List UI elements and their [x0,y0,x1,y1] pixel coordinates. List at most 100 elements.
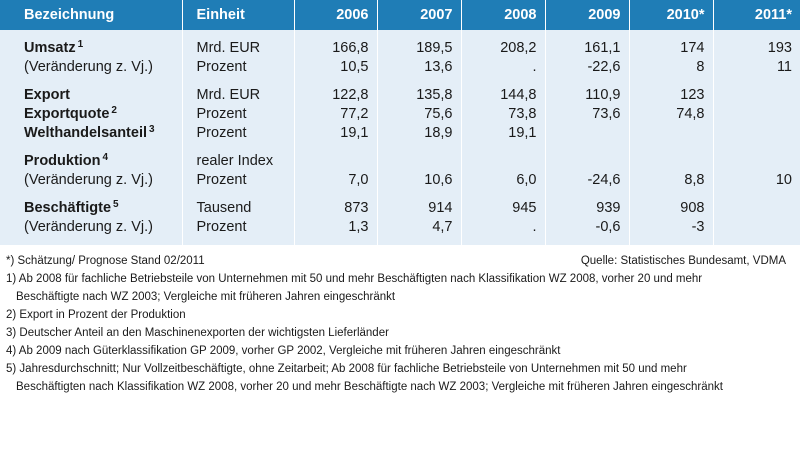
column-header-year: 2011* [713,0,800,30]
row-unit: realer Index [182,152,295,171]
spacer-cell [0,77,183,86]
row-label: Welthandelsanteil 3 [0,124,183,143]
spacer-cell [629,143,714,152]
footnotes: *) Schätzung/ Prognose Stand 02/2011 Que… [0,245,800,396]
value-cell: 19,1 [294,124,378,143]
value-cell: 73,8 [461,105,546,124]
value-cell: 110,9 [545,86,630,105]
spacer-cell [629,30,714,39]
table-row: (Veränderung z. Vj.) Prozent 1,3 4,7. -0,6 -3 [0,218,800,237]
value-cell [377,152,462,171]
value-cell [294,152,378,171]
spacer-row [0,190,800,199]
spacer-cell [545,30,630,39]
value-cell: 13,6 [377,58,462,77]
spacer-cell [182,190,295,199]
row-unit: Prozent [182,218,295,237]
value-cell: 122,8 [294,86,378,105]
footnote-marker: 1 [77,39,84,50]
value-cell: . [461,218,546,237]
spacer-cell [545,190,630,199]
footnote-marker: 4 [102,152,109,163]
estimate-note: *) Schätzung/ Prognose Stand 02/2011 [6,255,205,267]
spacer-cell [294,190,378,199]
value-cell: 8,8 [629,171,714,190]
value-cell [545,152,630,171]
spacer-row [0,143,800,152]
spacer-cell [713,190,800,199]
spacer-cell [294,143,378,152]
spacer-cell [713,237,800,245]
spacer-cell [0,237,183,245]
footnote-header: *) Schätzung/ Prognose Stand 02/2011 Que… [6,252,794,270]
value-cell: 77,2 [294,105,378,124]
footnote: 2) Export in Prozent der Produktion [6,306,794,324]
column-header-year: 2009 [545,0,630,30]
row-label-text: (Veränderung z. Vj.) [24,59,153,75]
spacer-cell [377,143,462,152]
row-label-text: Beschäftigte [24,200,112,216]
spacer-cell [629,190,714,199]
value-cell: 75,6 [377,105,462,124]
value-cell [713,124,800,143]
footnote: 5) Jahresdurchschnitt; Nur Vollzeitbesch… [6,360,794,396]
spacer-cell [713,143,800,152]
table-row: (Veränderung z. Vj.) Prozent 7,0 10,6 6,0 -24… [0,171,800,190]
spacer-cell [545,143,630,152]
value-cell [629,124,714,143]
spacer-cell [0,143,183,152]
row-label-text: (Veränderung z. Vj.) [24,219,153,235]
spacer-cell [545,77,630,86]
column-header-year: 2006 [294,0,378,30]
row-unit: Prozent [182,124,295,143]
footnote-text: 5) Jahresdurchschnitt; Nur Vollzeitbesch… [6,363,687,375]
value-cell: . [461,58,546,77]
value-cell: 74,8 [629,105,714,124]
value-cell: 19,1 [461,124,546,143]
table-row: (Veränderung z. Vj.) Prozent 10,5 13,6. -22,… [0,58,800,77]
row-label-text: Welthandelsanteil [24,125,148,141]
spacer-cell [377,237,462,245]
table-row: Export Mrd. EUR 122,8 135,8 144,8 110,9 123 [0,86,800,105]
value-cell: -22,6 [545,58,630,77]
value-cell: 174 [629,39,714,58]
column-header-unit: Einheit [182,0,295,30]
spacer-cell [182,237,295,245]
statistics-page: Bezeichnung Einheit 2006 2007 2008 2009 … [0,0,800,396]
column-header-label: Bezeichnung [0,0,183,30]
value-cell [713,86,800,105]
spacer-cell [461,77,546,86]
value-cell: 10,5 [294,58,378,77]
spacer-row [0,30,800,39]
source-note: Quelle: Statistisches Bundesamt, VDMA [580,255,786,267]
footnote: 3) Deutscher Anteil an den Maschinenexpo… [6,324,794,342]
table-row: Produktion 4 realer Index [0,152,800,171]
value-cell [545,124,630,143]
spacer-cell [713,30,800,39]
value-cell [713,199,800,218]
row-label-text: Produktion [24,153,101,169]
spacer-cell [461,190,546,199]
value-cell: 161,1 [545,39,630,58]
value-cell: 945 [461,199,546,218]
value-cell [713,152,800,171]
table-row: Exportquote 2 Prozent 77,2 75,6 73,8 73,6 74,8 [0,105,800,124]
spacer-cell [629,77,714,86]
footnote-text-continued: Beschäftigte nach WZ 2003; Vergleiche mi… [16,291,396,303]
footnote-marker: 5 [113,199,119,210]
value-cell: 189,5 [377,39,462,58]
value-cell: 123 [629,86,714,105]
table-body: Umsatz 1 Mrd. EUR 166,8 189,5 208,2 161,1 174 19… [0,30,800,245]
spacer-cell [182,77,295,86]
row-unit: Prozent [182,171,295,190]
footnote-text: 3) Deutscher Anteil an den Maschinenexpo… [6,327,389,339]
value-cell: 939 [545,199,630,218]
value-cell [713,105,800,124]
value-cell: 10,6 [377,171,462,190]
value-cell: 18,9 [377,124,462,143]
spacer-cell [377,190,462,199]
value-cell [713,218,800,237]
value-cell: 73,6 [545,105,630,124]
row-unit: Mrd. EUR [182,86,295,105]
row-unit: Prozent [182,58,295,77]
